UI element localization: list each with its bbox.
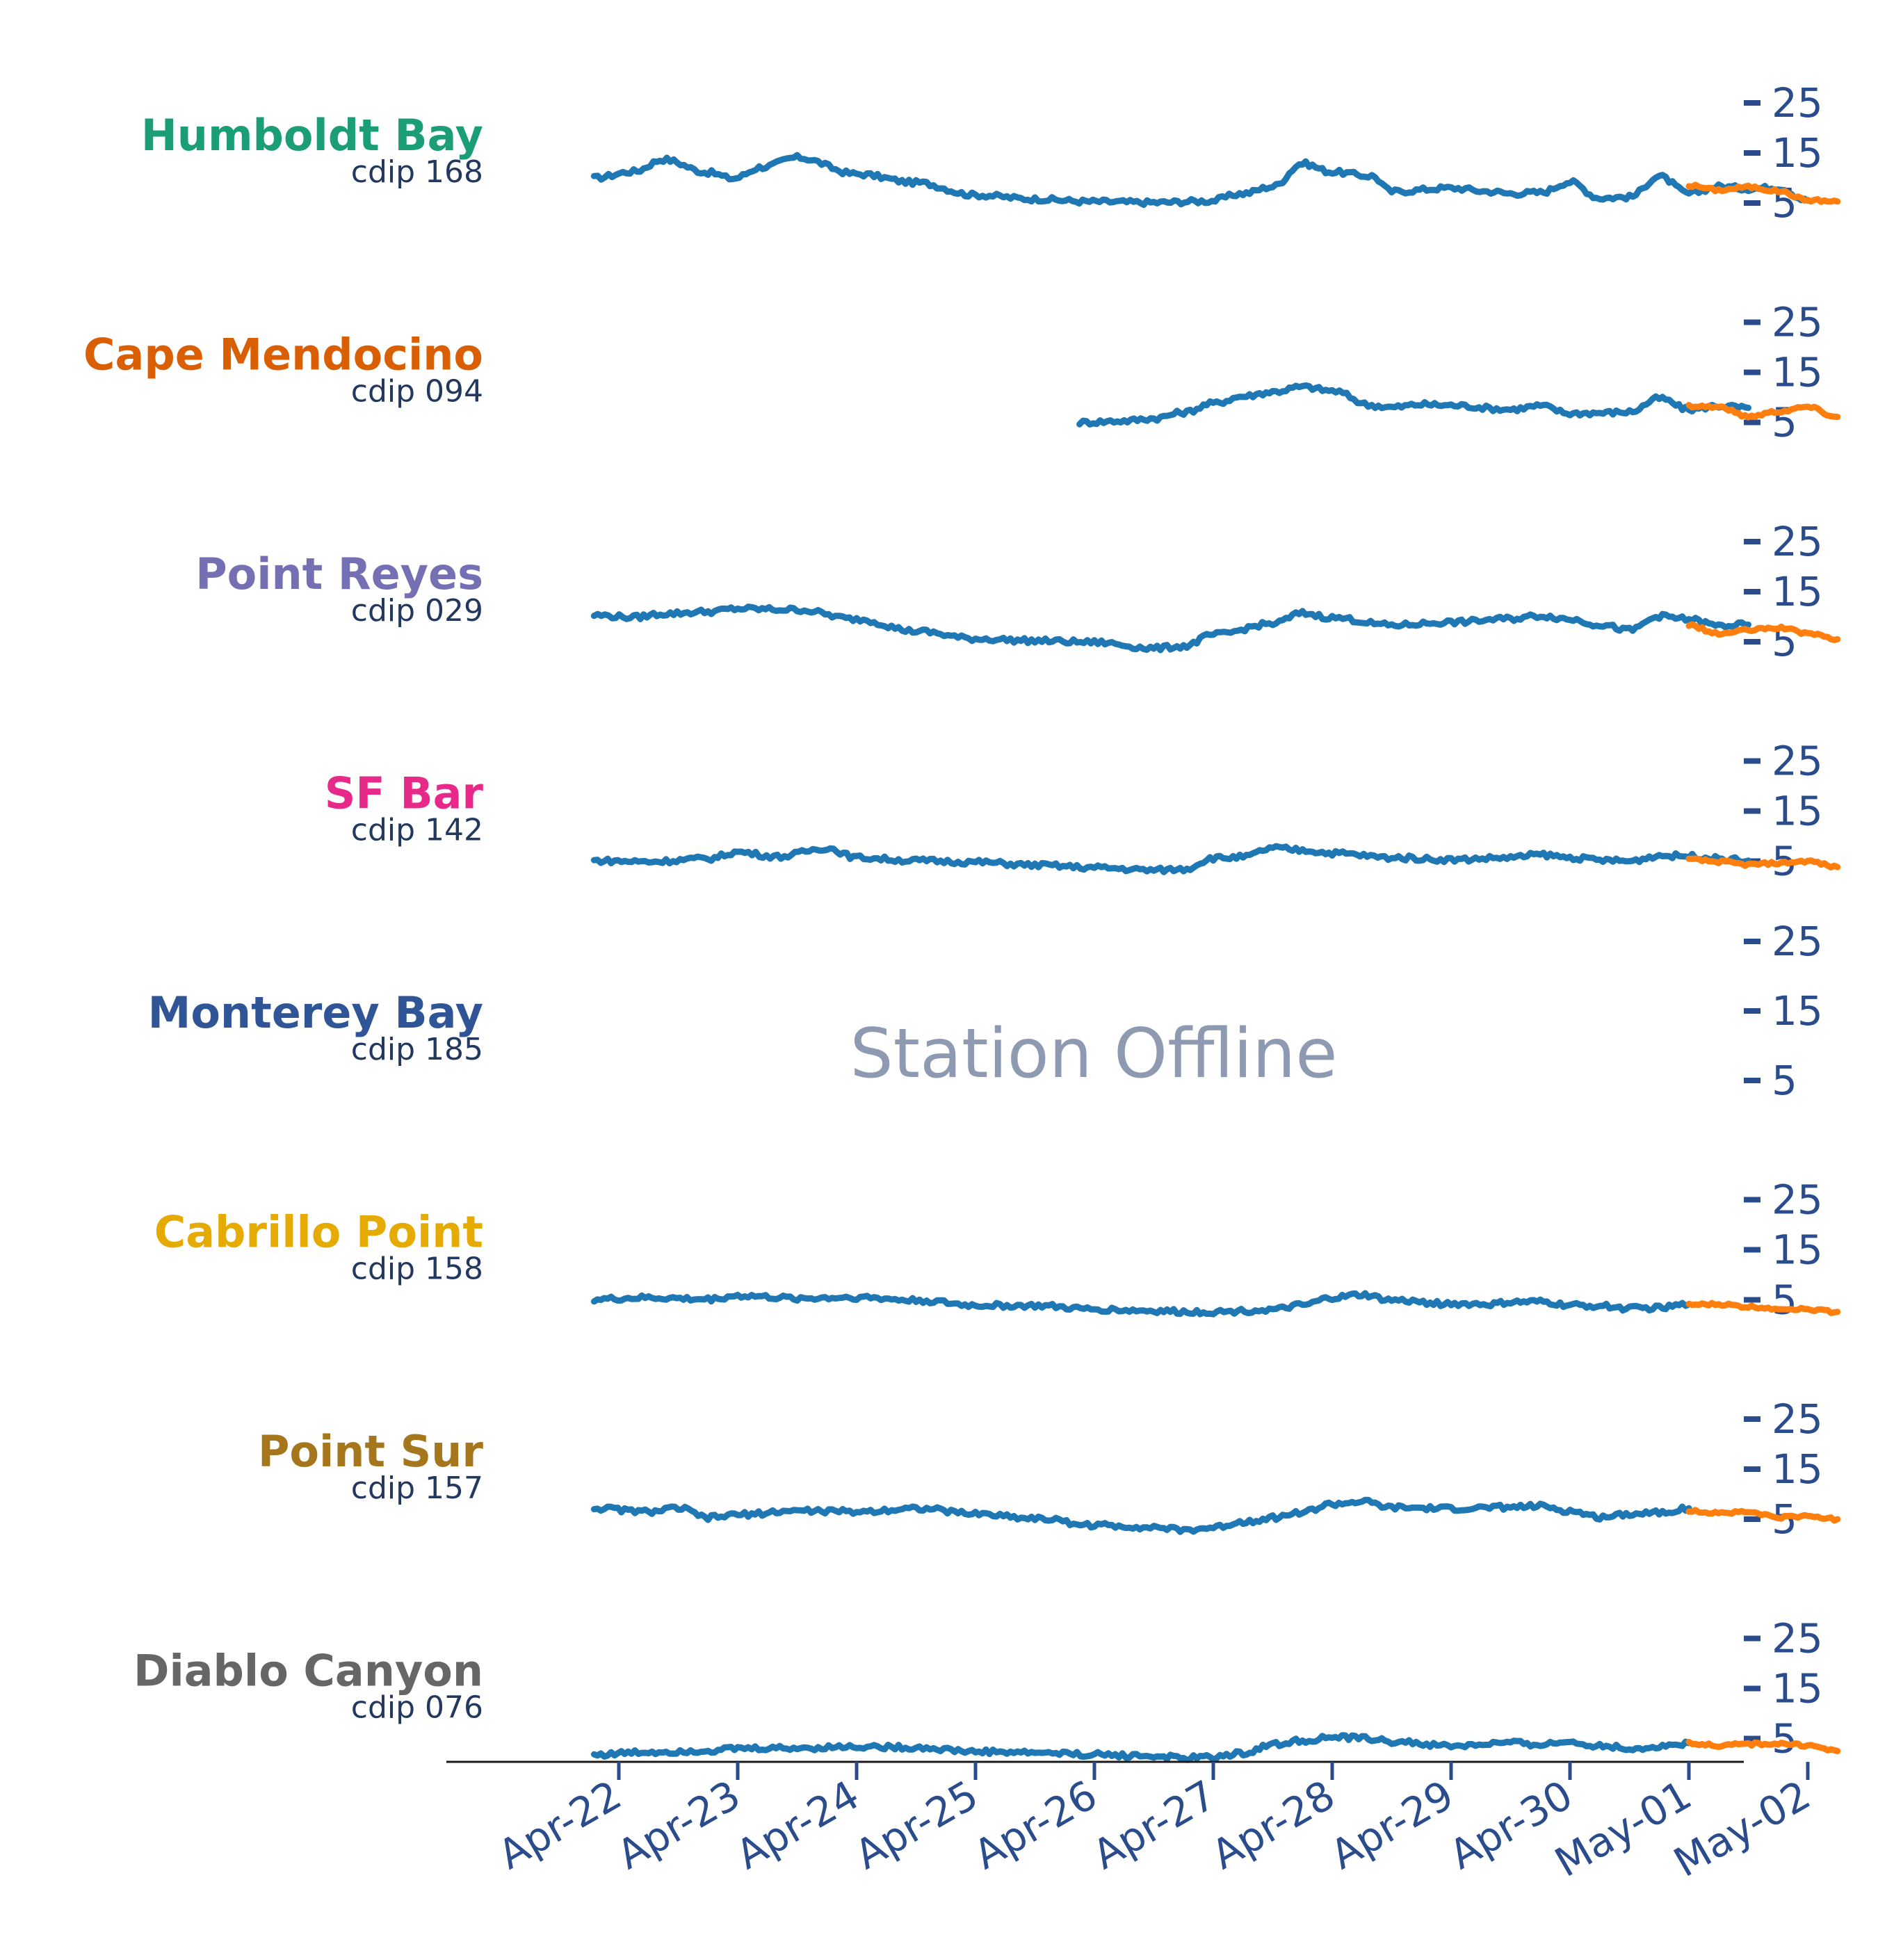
x-tick-label: Apr-23 [609, 1771, 748, 1879]
x-tick-label: Apr-27 [1085, 1771, 1224, 1879]
observed-series-line [590, 1732, 1692, 1763]
x-tick-label: May-01 [1547, 1771, 1699, 1886]
observed-series-line [1076, 382, 1751, 428]
forecast-series-line [1685, 1738, 1841, 1754]
station-name: Cape Mendocino [83, 330, 483, 380]
y-tick-label: 25 [1772, 918, 1823, 965]
station-name: Monterey Bay [148, 987, 483, 1038]
x-tick-label: Apr-22 [490, 1771, 629, 1879]
y-tick-label: 5 [1772, 1277, 1797, 1324]
y-tick-label: 15 [1772, 349, 1823, 396]
forecast-series-line [1685, 1299, 1841, 1316]
forecast-series-line [1685, 1507, 1841, 1524]
station-name: SF Bar [325, 768, 484, 819]
station-id: cdip 185 [351, 1032, 483, 1067]
y-tick-label: 25 [1772, 518, 1823, 565]
x-tick-label: Apr-25 [847, 1771, 986, 1879]
observed-series-line [590, 604, 1751, 654]
y-tick-label: 25 [1772, 299, 1823, 346]
y-tick-label: 25 [1772, 1615, 1823, 1662]
station-name: Point Sur [258, 1426, 483, 1477]
forecast-series-line [1685, 402, 1841, 421]
station-id: cdip 076 [351, 1690, 483, 1726]
station-id: cdip 142 [351, 813, 483, 848]
x-tick-label: Apr-29 [1322, 1771, 1462, 1879]
station-id: cdip 158 [351, 1252, 483, 1287]
observed-series-line [590, 152, 1811, 209]
y-tick-label: 15 [1772, 1665, 1823, 1712]
x-tick-label: Apr-28 [1204, 1771, 1343, 1879]
observed-series-line [590, 1496, 1692, 1535]
y-tick-label: 25 [1772, 79, 1823, 127]
observed-series-line [590, 1290, 1692, 1318]
x-tick-label: May-02 [1666, 1771, 1818, 1886]
y-tick-label: 15 [1772, 1445, 1823, 1493]
forecast-series-line [1685, 855, 1841, 870]
station-id: cdip 094 [351, 374, 483, 410]
y-tick-label: 15 [1772, 1226, 1823, 1274]
y-tick-label: 5 [1772, 1715, 1797, 1763]
y-tick-label: 15 [1772, 987, 1823, 1035]
y-tick-label: 25 [1772, 738, 1823, 785]
y-tick-label: 25 [1772, 1395, 1823, 1443]
y-tick-label: 25 [1772, 1176, 1823, 1224]
station-id: cdip 168 [351, 154, 483, 190]
y-tick-label: 15 [1772, 788, 1823, 835]
station-name: Humboldt Bay [141, 110, 483, 161]
observed-series-line [590, 843, 1751, 875]
station-id: cdip 029 [351, 593, 483, 629]
station-name: Point Reyes [195, 549, 483, 599]
station-offline-label: Station Offline [850, 1014, 1337, 1094]
station-name: Cabrillo Point [154, 1207, 483, 1258]
x-tick-label: Apr-24 [728, 1771, 867, 1879]
x-axis: Apr-22Apr-23Apr-24Apr-25Apr-26Apr-27Apr-… [446, 1760, 1818, 1886]
x-tick-label: Apr-26 [966, 1771, 1105, 1879]
forecast-series-line [1685, 181, 1841, 205]
y-tick-label: 5 [1772, 1057, 1797, 1104]
y-tick-label: 15 [1772, 129, 1823, 177]
station-name: Diablo Canyon [133, 1646, 483, 1696]
station-id: cdip 157 [351, 1471, 483, 1506]
forecast-series-line [1685, 621, 1841, 643]
y-tick-label: 15 [1772, 568, 1823, 615]
